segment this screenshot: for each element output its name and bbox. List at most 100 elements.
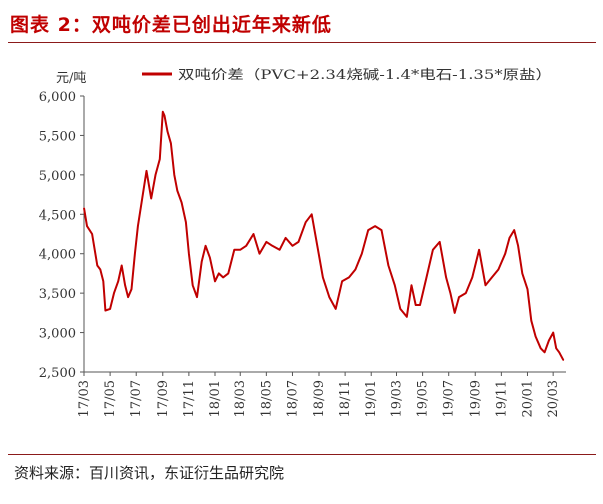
data-point [86, 225, 88, 227]
data-point [335, 308, 337, 310]
x-tick-label: 17/05 [103, 380, 118, 417]
x-tick-label: 17/07 [129, 380, 144, 417]
series-points [83, 111, 565, 361]
x-tick-label: 18/11 [338, 380, 353, 417]
data-point [252, 233, 255, 235]
data-point [163, 115, 166, 117]
data-point [109, 308, 111, 310]
data-point [121, 264, 123, 267]
data-point [150, 197, 152, 200]
data-point [341, 280, 343, 282]
x-tick-label: 19/07 [442, 380, 457, 417]
data-point [83, 207, 85, 209]
data-point [478, 249, 480, 251]
data-point [562, 359, 565, 361]
data-point [297, 241, 300, 243]
x-tick-label: 20/03 [546, 380, 561, 417]
x-tick-label: 18/01 [208, 380, 223, 417]
data-point [104, 309, 106, 312]
data-point [166, 130, 169, 133]
data-point [181, 201, 183, 204]
data-point [535, 335, 537, 338]
x-tick-label: 18/09 [312, 380, 327, 417]
data-point [526, 288, 529, 290]
data-point [471, 276, 473, 278]
data-point [484, 284, 487, 286]
data-point [354, 268, 356, 271]
data-point [439, 241, 441, 243]
source-divider [8, 454, 596, 455]
y-tick-label: 2,500 [39, 366, 76, 381]
data-point [380, 229, 383, 231]
data-point [134, 253, 136, 255]
y-axis-unit-label: 元/吨 [56, 71, 86, 86]
data-point [415, 304, 417, 306]
x-tick-label: 19/03 [389, 380, 404, 417]
data-point [558, 351, 560, 353]
data-point [173, 174, 175, 176]
data-point [124, 284, 126, 286]
data-point [245, 245, 247, 247]
data-point [552, 332, 554, 334]
data-point [96, 264, 98, 267]
y-tick-label: 4,500 [39, 208, 76, 223]
data-point [205, 245, 207, 247]
data-point [540, 347, 542, 349]
data-point [555, 347, 557, 349]
data-point [348, 276, 350, 278]
data-point [425, 276, 428, 278]
data-point [91, 233, 93, 235]
data-point [513, 229, 515, 231]
data-point [445, 276, 447, 278]
data-point [99, 268, 101, 271]
data-point [374, 225, 376, 227]
x-tick-label: 20/01 [520, 380, 535, 417]
data-point [218, 272, 220, 274]
x-tick-label: 17/09 [156, 380, 171, 417]
y-tick-label: 3,500 [39, 287, 76, 302]
x-tick-label: 17/11 [182, 380, 197, 417]
data-point [367, 229, 369, 231]
data-point [305, 221, 307, 223]
chart-legend: 双吨价差（PVC+2.34烧碱-1.4*电石-1.35*原盐） [142, 68, 552, 83]
data-point [432, 249, 434, 251]
data-point [497, 268, 499, 271]
data-point [162, 111, 164, 113]
data-point [311, 213, 313, 215]
data-point [176, 190, 178, 192]
data-point [449, 292, 451, 294]
y-tick-label: 5,500 [39, 129, 76, 144]
figure-title: 图表 2：双吨价差已创出近年来新低 [10, 14, 332, 36]
data-point [227, 272, 229, 274]
data-point [279, 249, 281, 251]
data-point [141, 197, 143, 200]
source-note: 资料来源：百川资讯，东证衍生品研究院 [14, 464, 285, 482]
data-point [154, 174, 157, 176]
line-chart: 2,500 3,000 3,500 4,000 4,500 5,000 5,500 6,000… [39, 68, 566, 417]
data-point [465, 292, 467, 294]
data-point [209, 257, 211, 259]
data-point [145, 170, 148, 172]
data-point [291, 245, 294, 247]
data-point [233, 249, 235, 251]
x-tick-label: 17/03 [77, 380, 92, 417]
x-tick-label: 19/11 [494, 380, 509, 417]
data-point [322, 276, 324, 278]
data-point [285, 237, 287, 239]
title-divider [8, 42, 596, 43]
data-point [185, 221, 187, 223]
data-point [504, 253, 506, 255]
data-point [399, 308, 401, 310]
data-point [258, 253, 261, 255]
data-point [170, 142, 172, 144]
data-point [410, 284, 413, 286]
data-point [271, 245, 273, 247]
data-point [394, 284, 396, 286]
data-point [196, 296, 198, 298]
y-tick-label: 4,000 [39, 248, 76, 263]
x-tick-label: 18/07 [285, 380, 300, 417]
data-point [521, 272, 523, 274]
data-point [117, 280, 119, 282]
data-point [458, 296, 460, 298]
x-tick-label: 18/03 [233, 380, 248, 417]
